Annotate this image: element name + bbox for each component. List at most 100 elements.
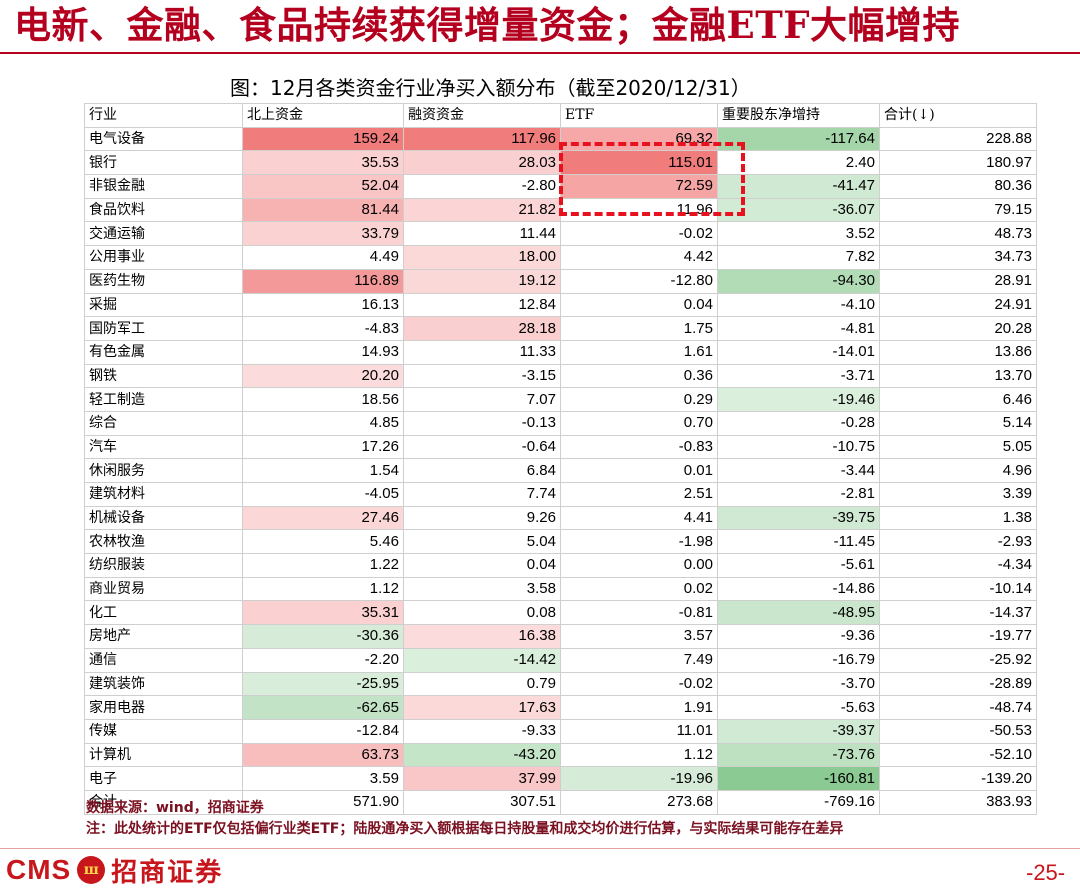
value-cell: 17.26 xyxy=(242,434,404,460)
value-cell: -0.02 xyxy=(560,671,718,697)
fund-flow-table: 行业 北上资金 融资资金 ETF 重要股东净增持 合计(↓) 电气设备 159.24 117.… xyxy=(84,103,1037,815)
value-cell: -3.44 xyxy=(717,458,880,483)
industry-name: 传媒 xyxy=(84,718,243,744)
industry-name: 商业贸易 xyxy=(84,576,243,602)
table-row: 建筑材料 -4.05 7.74 2.51 -2.81 3.39 xyxy=(84,482,1037,507)
value-cell: 228.88 xyxy=(879,126,1037,152)
value-cell: 383.93 xyxy=(879,789,1037,815)
headline-divider xyxy=(0,52,1080,54)
value-cell: -62.65 xyxy=(242,695,404,720)
industry-name: 电子 xyxy=(84,766,243,791)
industry-name: 采掘 xyxy=(84,292,243,318)
column-header: ETF xyxy=(560,103,718,128)
value-cell: 5.46 xyxy=(242,529,404,555)
industry-name: 机械设备 xyxy=(84,505,243,531)
table-row: 化工 35.31 0.08 -0.81 -48.95 -14.37 xyxy=(84,600,1037,626)
column-header: 北上资金 xyxy=(242,103,404,128)
value-cell: -1.98 xyxy=(560,529,718,555)
value-cell: 5.04 xyxy=(403,529,561,555)
value-cell: 79.15 xyxy=(879,197,1037,223)
data-source: 数据来源：wind，招商证券 xyxy=(86,800,264,816)
value-cell: 0.04 xyxy=(560,292,718,318)
value-cell: -139.20 xyxy=(879,766,1037,791)
value-cell: 1.12 xyxy=(242,576,404,602)
industry-name: 综合 xyxy=(84,410,243,436)
value-cell: 27.46 xyxy=(242,505,404,531)
value-cell: 7.82 xyxy=(717,245,880,270)
table-row: 有色金属 14.93 11.33 1.61 -14.01 13.86 xyxy=(84,339,1037,365)
value-cell: -43.20 xyxy=(403,742,561,768)
value-cell: -14.37 xyxy=(879,600,1037,626)
value-cell: -39.37 xyxy=(717,718,880,744)
value-cell: -14.86 xyxy=(717,576,880,602)
value-cell: -4.34 xyxy=(879,553,1037,578)
value-cell: -0.28 xyxy=(717,410,880,436)
value-cell: 52.04 xyxy=(242,174,404,199)
table-row: 电子 3.59 37.99 -19.96 -160.81 -139.20 xyxy=(84,766,1037,791)
value-cell: 28.91 xyxy=(879,268,1037,294)
table-caption: 图：12月各类资金行业净买入额分布（截至2020/12/31） xyxy=(230,76,751,100)
value-cell: -10.75 xyxy=(717,434,880,460)
value-cell: 2.40 xyxy=(717,150,880,176)
industry-name: 钢铁 xyxy=(84,363,243,389)
table-row: 食品饮料 81.44 21.82 11.96 -36.07 79.15 xyxy=(84,197,1037,223)
value-cell: 11.44 xyxy=(403,221,561,247)
value-cell: -0.83 xyxy=(560,434,718,460)
footer-divider xyxy=(0,848,1080,849)
value-cell: -3.71 xyxy=(717,363,880,389)
value-cell: -14.01 xyxy=(717,339,880,365)
column-header: 重要股东净增持 xyxy=(717,103,880,128)
value-cell: -0.81 xyxy=(560,600,718,626)
value-cell: 1.75 xyxy=(560,316,718,341)
value-cell: 1.54 xyxy=(242,458,404,483)
value-cell: -2.81 xyxy=(717,482,880,507)
table-row: 国防军工 -4.83 28.18 1.75 -4.81 20.28 xyxy=(84,316,1037,341)
table-row: 交通运输 33.79 11.44 -0.02 3.52 48.73 xyxy=(84,221,1037,247)
value-cell: -2.93 xyxy=(879,529,1037,555)
table-header-row: 行业 北上资金 融资资金 ETF 重要股东净增持 合计(↓) xyxy=(84,103,1037,128)
table-row: 计算机 63.73 -43.20 1.12 -73.76 -52.10 xyxy=(84,742,1037,768)
value-cell: 21.82 xyxy=(403,197,561,223)
industry-name: 纺织服装 xyxy=(84,553,243,578)
industry-name: 交通运输 xyxy=(84,221,243,247)
value-cell: 16.38 xyxy=(403,624,561,649)
value-cell: 115.01 xyxy=(560,150,718,176)
industry-name: 食品饮料 xyxy=(84,197,243,223)
value-cell: -19.46 xyxy=(717,387,880,412)
industry-name: 电气设备 xyxy=(84,126,243,152)
value-cell: 20.20 xyxy=(242,363,404,389)
value-cell: 0.70 xyxy=(560,410,718,436)
value-cell: -0.64 xyxy=(403,434,561,460)
table-row: 通信 -2.20 -14.42 7.49 -16.79 -25.92 xyxy=(84,647,1037,673)
value-cell: 1.22 xyxy=(242,553,404,578)
value-cell: -48.74 xyxy=(879,695,1037,720)
table-row: 商业贸易 1.12 3.58 0.02 -14.86 -10.14 xyxy=(84,576,1037,602)
value-cell: 1.12 xyxy=(560,742,718,768)
industry-name: 农林牧渔 xyxy=(84,529,243,555)
industry-name: 有色金属 xyxy=(84,339,243,365)
value-cell: 0.36 xyxy=(560,363,718,389)
value-cell: -117.64 xyxy=(717,126,880,152)
value-cell: 0.02 xyxy=(560,576,718,602)
value-cell: 35.53 xyxy=(242,150,404,176)
table-row: 轻工制造 18.56 7.07 0.29 -19.46 6.46 xyxy=(84,387,1037,412)
value-cell: 1.91 xyxy=(560,695,718,720)
value-cell: -769.16 xyxy=(717,789,880,815)
value-cell: 0.04 xyxy=(403,553,561,578)
value-cell: -41.47 xyxy=(717,174,880,199)
logo-cms-text: CMS xyxy=(6,854,72,885)
industry-name: 通信 xyxy=(84,647,243,673)
table-row: 电气设备 159.24 117.96 69.32 -117.64 228.88 xyxy=(84,126,1037,152)
logo-cn-text: 招商证券 xyxy=(111,857,224,888)
value-cell: -11.45 xyxy=(717,529,880,555)
value-cell: 13.70 xyxy=(879,363,1037,389)
value-cell: 3.52 xyxy=(717,221,880,247)
industry-name: 建筑材料 xyxy=(84,482,243,507)
value-cell: 4.41 xyxy=(560,505,718,531)
industry-name: 化工 xyxy=(84,600,243,626)
table-row: 采掘 16.13 12.84 0.04 -4.10 24.91 xyxy=(84,292,1037,318)
industry-name: 家用电器 xyxy=(84,695,243,720)
value-cell: 4.85 xyxy=(242,410,404,436)
value-cell: 159.24 xyxy=(242,126,404,152)
value-cell: -2.20 xyxy=(242,647,404,673)
